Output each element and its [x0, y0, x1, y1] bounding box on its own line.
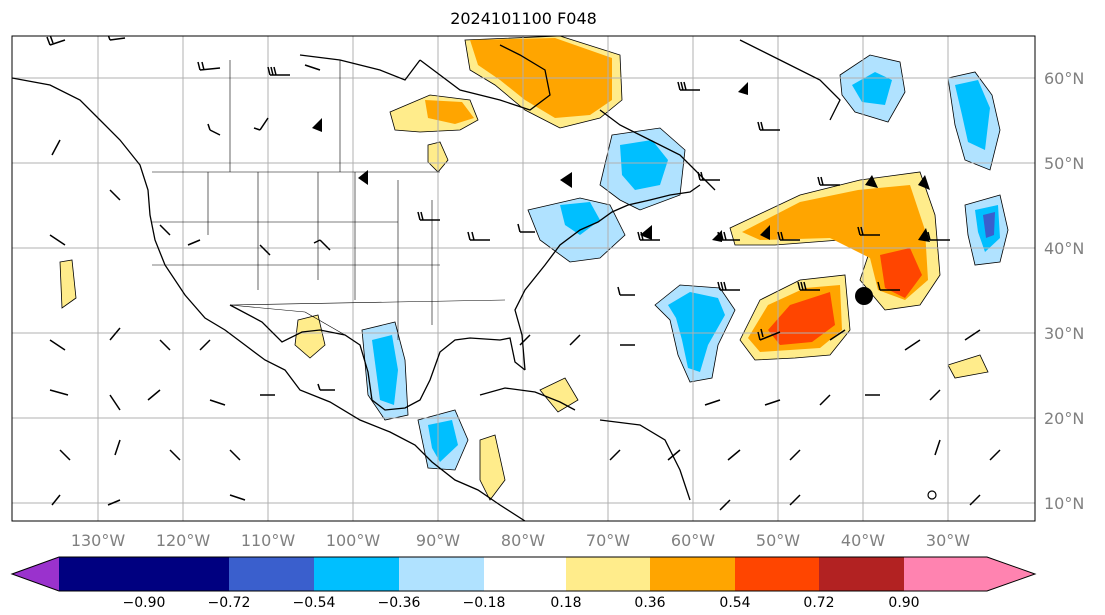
- wind-pennants: [312, 82, 930, 242]
- colorbar-segment-5: [399, 557, 484, 591]
- colorbar-segment-8: [650, 557, 735, 591]
- shaded-field: [59, 36, 1009, 501]
- colorbar-segment-6: [484, 557, 566, 591]
- colorbar-tick-label: −0.90: [123, 595, 166, 611]
- colorbar-outline: [10, 556, 1037, 592]
- lon-label: 100°W: [326, 531, 381, 550]
- positive-anomaly-atlantic-south-core: [768, 292, 835, 345]
- colorbar-tick-label: −0.54: [293, 595, 336, 611]
- lat-label: 40°N: [1044, 239, 1084, 258]
- colorbar-segment-7: [566, 557, 650, 591]
- colorbar-tick-label: −0.18: [463, 595, 506, 611]
- coastline-pacific: [12, 77, 526, 521]
- political-borders: [152, 60, 506, 340]
- negative-anomaly-gulf-inner: [372, 335, 398, 405]
- lon-label: 30°W: [926, 531, 970, 550]
- lat-label: 10°N: [1044, 494, 1084, 513]
- lat-label: 30°N: [1044, 324, 1084, 343]
- calm-wind-marker: [855, 287, 873, 305]
- negative-anomaly-iceland-inner: [955, 80, 990, 150]
- lon-label: 110°W: [241, 531, 296, 550]
- lat-lon-gridlines: [12, 36, 1035, 521]
- lon-label: 80°W: [501, 531, 545, 550]
- positive-anomaly-canada-inner: [425, 100, 474, 124]
- longitude-axis: 130°W 120°W 110°W 100°W 90°W 80°W 70°W 6…: [71, 531, 970, 550]
- colorbar-tick-label: −0.36: [378, 595, 421, 611]
- lon-label: 90°W: [416, 531, 460, 550]
- colorbar-segment-1: [59, 557, 144, 591]
- colorbar-segment-2: [144, 557, 229, 591]
- lon-label: 50°W: [756, 531, 800, 550]
- positive-anomaly-caribbean: [539, 377, 579, 413]
- map-panel: [12, 36, 1035, 521]
- colorbar-tick-label: 0.54: [719, 595, 750, 611]
- negative-anomaly-greenland-inner: [852, 72, 892, 105]
- latitude-axis: 60°N 50°N 40°N 30°N 20°N 10°N: [1044, 69, 1084, 513]
- positive-anomaly-atlantic-north-inner: [742, 185, 928, 300]
- coastline-atlantic: [514, 184, 701, 371]
- coastlines: [12, 39, 841, 521]
- coastline-greenland: [739, 39, 841, 121]
- negative-anomaly-centralamerica-inner: [428, 420, 458, 462]
- wind-barbs: [46, 36, 1001, 511]
- coastline-hudson: [419, 44, 551, 111]
- lon-label: 120°W: [156, 531, 211, 550]
- colorbar-segment-0: [12, 557, 59, 591]
- positive-anomaly-panama: [479, 434, 506, 501]
- positive-anomaly-east-south: [947, 354, 989, 379]
- colorbar-segment-12: [987, 557, 1035, 591]
- negative-anomaly-atlantic-inner: [668, 292, 725, 372]
- colorbar-tick-label: 0.72: [803, 595, 834, 611]
- lat-label: 60°N: [1044, 69, 1084, 88]
- colorbar-segment-4: [314, 557, 399, 591]
- coastline-gulf: [229, 304, 526, 411]
- coastline-canada-arctic: [299, 54, 421, 81]
- negative-anomaly-newengland-inner: [560, 202, 600, 235]
- lon-label: 60°W: [671, 531, 715, 550]
- colorbar-tick-label: 0.18: [550, 595, 581, 611]
- lon-label: 130°W: [71, 531, 126, 550]
- colorbar-tick-label: −0.72: [208, 595, 251, 611]
- coastline-caribbean-islands: [599, 419, 691, 501]
- positive-anomaly-atlantic-core: [880, 248, 922, 298]
- calm-wind-circle: [927, 490, 937, 500]
- lat-label: 50°N: [1044, 154, 1084, 173]
- positive-anomaly-mexico: [294, 314, 326, 359]
- colorbar-segment-11: [904, 557, 987, 591]
- colorbar-segment-10: [819, 557, 904, 591]
- colorbar: −0.90 −0.72 −0.54 −0.36 −0.18 0.18 0.36 …: [10, 556, 1037, 611]
- colorbar-tick-label: 0.36: [634, 595, 665, 611]
- colorbar-tick-label: 0.90: [888, 595, 919, 611]
- negative-anomaly-quebec-inner: [620, 140, 668, 190]
- negative-anomaly-east-core: [983, 212, 995, 238]
- coastline-cuba: [479, 387, 576, 411]
- positive-anomaly-pacific: [59, 259, 77, 309]
- lon-label: 40°W: [841, 531, 885, 550]
- lat-label: 20°N: [1044, 409, 1084, 428]
- colorbar-segment-9: [735, 557, 819, 591]
- map-title: 2024101100 F048: [450, 9, 597, 28]
- lon-label: 70°W: [586, 531, 630, 550]
- map-frame: [11, 35, 1036, 522]
- colorbar-segment-3: [229, 557, 314, 591]
